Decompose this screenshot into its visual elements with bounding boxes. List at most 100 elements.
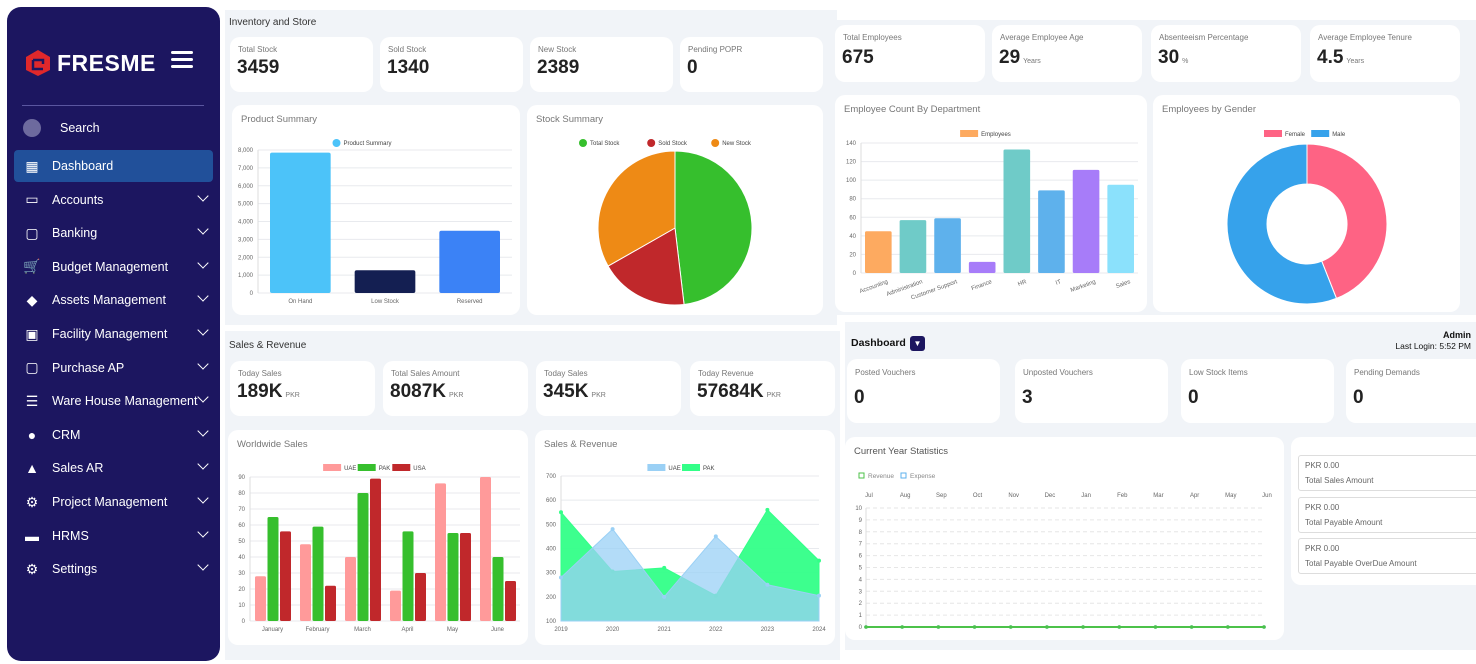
sidebar-item-sales-ar[interactable]: ▲ Sales AR — [14, 452, 213, 484]
bar[interactable] — [439, 230, 500, 293]
slice-male[interactable] — [1226, 143, 1338, 305]
sidebar-item-label: Project Management — [52, 495, 168, 509]
bar[interactable] — [865, 231, 892, 273]
data-point[interactable] — [1262, 625, 1266, 629]
bar-usa[interactable] — [460, 533, 471, 621]
y-tick-label: 200 — [546, 595, 557, 601]
bar-usa[interactable] — [325, 585, 336, 621]
data-point[interactable] — [1226, 625, 1230, 629]
y-tick-label: 80 — [238, 491, 245, 497]
bar-uae[interactable] — [480, 477, 491, 621]
y-tick-label: 40 — [849, 234, 856, 240]
data-point[interactable] — [765, 582, 770, 587]
data-point[interactable] — [765, 507, 770, 512]
bar-usa[interactable] — [505, 581, 516, 621]
sidebar-item-hrms[interactable]: ▬ HRMS — [14, 520, 213, 552]
stat-label: New Stock — [538, 45, 577, 54]
stat-value: 29 Years — [999, 47, 1041, 69]
bar[interactable] — [354, 270, 416, 293]
hamburger-menu-icon[interactable] — [171, 51, 193, 68]
data-point[interactable] — [1117, 625, 1122, 629]
brand-logo[interactable]: FRESME — [25, 49, 156, 77]
data-point[interactable] — [1008, 625, 1013, 629]
bar-pak[interactable] — [357, 493, 369, 621]
data-point[interactable] — [817, 558, 821, 563]
bar-pak[interactable] — [447, 533, 459, 621]
y-tick-label: 0 — [250, 291, 254, 297]
bar-usa[interactable] — [370, 478, 381, 621]
sidebar-item-assets-management[interactable]: ◆ Assets Management — [14, 284, 213, 316]
data-point[interactable] — [864, 625, 868, 629]
data-point[interactable] — [1045, 625, 1049, 629]
amount-value: PKR 0.00 — [1305, 502, 1340, 512]
bar-uae[interactable] — [255, 576, 266, 621]
amount-box: PKR 0.00 Total Sales Amount — [1298, 455, 1476, 491]
sidebar-item-label: Assets Management — [52, 293, 166, 308]
bar-uae[interactable] — [300, 544, 311, 621]
bar[interactable] — [270, 152, 331, 293]
stat-card: Total Employees 675 — [835, 25, 985, 82]
slice-total-stock[interactable] — [674, 150, 753, 306]
y-tick-label: 6,000 — [238, 184, 254, 190]
stat-value: 189K PKR — [237, 381, 300, 403]
sidebar-item-budget-management[interactable]: 🛒 Budget Management — [14, 251, 213, 283]
sidebar-item-purchase-ap[interactable]: ▢ Purchase AP — [14, 352, 213, 384]
bar[interactable] — [934, 218, 961, 273]
sidebar-item-label: Dashboard — [52, 159, 114, 173]
y-tick-label: 50 — [238, 539, 245, 545]
data-point[interactable] — [713, 534, 718, 539]
filter-button[interactable]: ▼ — [910, 336, 925, 351]
data-point[interactable] — [1153, 625, 1158, 629]
slice-female[interactable] — [1306, 143, 1388, 300]
bar-pak[interactable] — [402, 531, 414, 621]
slice-sold-stock[interactable] — [607, 227, 685, 306]
sidebar-item-dashboard[interactable]: ▦ Dashboard — [14, 150, 213, 182]
bar[interactable] — [1072, 169, 1100, 273]
stat-card: Average Employee Tenure 4.5 Years — [1310, 25, 1460, 82]
data-point[interactable] — [662, 594, 667, 599]
bar-uae[interactable] — [345, 557, 356, 621]
data-point[interactable] — [900, 625, 904, 629]
y-tick-label: 40 — [238, 555, 245, 561]
bar[interactable] — [968, 261, 996, 273]
stat-number: 0 — [687, 57, 698, 78]
sidebar-item-accounts[interactable]: ▭ Accounts — [14, 184, 213, 216]
stat-unit: PKR — [766, 392, 781, 399]
data-point[interactable] — [1189, 625, 1194, 629]
data-point[interactable] — [559, 575, 563, 580]
bar[interactable] — [1038, 190, 1065, 273]
bar-uae[interactable] — [390, 590, 401, 621]
sidebar-item-facility-management[interactable]: ▣ Facility Management — [14, 318, 213, 350]
y-tick-label: 6 — [859, 554, 863, 560]
data-point[interactable] — [662, 565, 667, 570]
x-tick-label: IT — [1055, 279, 1062, 287]
data-point[interactable] — [817, 593, 821, 598]
bar-uae[interactable] — [435, 483, 446, 621]
sidebar-item-ware-house-management[interactable]: ☰ Ware House Management — [14, 385, 213, 417]
bar-pak[interactable] — [492, 557, 504, 621]
sidebar-search[interactable]: Search — [14, 112, 213, 144]
legend-swatch — [900, 472, 907, 479]
data-point[interactable] — [610, 527, 615, 532]
legend-label: USA — [413, 466, 425, 472]
bar[interactable] — [1107, 184, 1134, 273]
sidebar-item-crm[interactable]: ● CRM — [14, 419, 213, 451]
sidebar-item-settings[interactable]: ⚙ Settings — [14, 553, 213, 585]
stat-card: Absenteeism Percentage 30% — [1151, 25, 1301, 82]
bar-pak[interactable] — [267, 517, 279, 621]
sidebar-item-project-management[interactable]: ⚙ Project Management — [14, 486, 213, 518]
bar[interactable] — [899, 220, 927, 273]
data-point[interactable] — [936, 625, 941, 629]
slice-new-stock[interactable] — [597, 150, 676, 267]
sidebar-item-banking[interactable]: ▢ Banking — [14, 217, 213, 249]
bar-usa[interactable] — [280, 531, 291, 621]
bar[interactable] — [1003, 149, 1031, 274]
data-point[interactable] — [559, 510, 563, 515]
y-tick-label: 20 — [849, 252, 856, 258]
data-point[interactable] — [1081, 625, 1085, 629]
bar-usa[interactable] — [415, 573, 426, 621]
data-point[interactable] — [972, 625, 977, 629]
bar-pak[interactable] — [312, 526, 324, 621]
y-tick-label: 60 — [849, 215, 856, 221]
